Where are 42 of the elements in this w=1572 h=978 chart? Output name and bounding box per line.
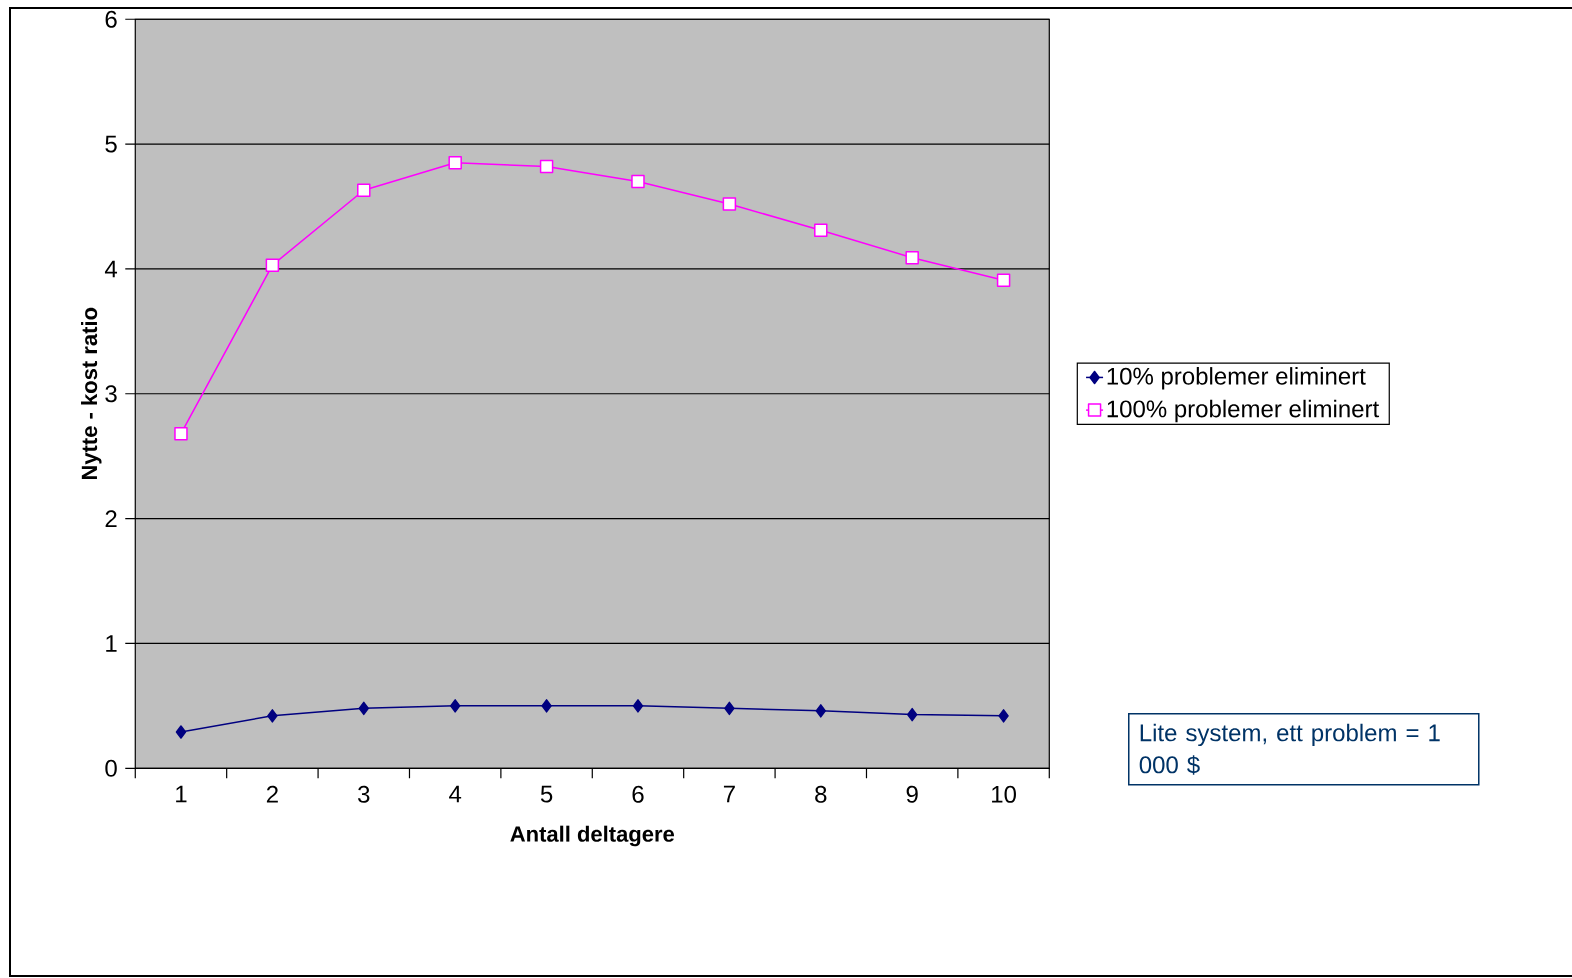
y-tick-label: 1 [106, 635, 117, 652]
y-tick-label: 5 [105, 135, 117, 153]
point [724, 701, 735, 716]
x-tick-label: 9 [906, 785, 918, 803]
x-tick-label: 3 [358, 785, 370, 803]
legend-label: 100% problemer eliminert [1107, 399, 1380, 423]
x-tick-label: 6 [632, 785, 644, 803]
y-tick-label: 0 [105, 759, 117, 777]
point [267, 709, 278, 723]
x-tick-label: 10 [992, 785, 1016, 803]
y-tick-label: 2 [105, 510, 117, 527]
y-tick-label: 6 [105, 10, 117, 28]
point [541, 699, 552, 713]
y-axis-title: Nytte - kost ratio [81, 307, 102, 480]
point [449, 699, 461, 713]
y-tick-label: 3 [105, 385, 117, 403]
point [722, 197, 737, 211]
y-tick-label: 4 [104, 260, 118, 278]
x-axis-title: Antall deltagere [510, 825, 675, 847]
point [174, 426, 188, 441]
x-tick-label: 5 [540, 785, 553, 803]
point [539, 159, 554, 174]
point [358, 701, 370, 716]
x-tick-label: 2 [266, 785, 278, 803]
x-tick-label: 7 [723, 785, 735, 803]
x-tick-label: 4 [449, 785, 462, 803]
point [815, 704, 827, 718]
x-tick-label: 1 [176, 785, 187, 803]
point [906, 707, 918, 722]
point [631, 174, 645, 189]
point [996, 273, 1011, 287]
point [998, 709, 1009, 723]
point [357, 183, 371, 198]
point [814, 223, 828, 237]
point [265, 258, 280, 272]
point [632, 699, 644, 713]
point [905, 250, 919, 265]
point [175, 725, 187, 739]
text: Lite system, ett problem = 1 000 $ [1139, 723, 1440, 775]
x-tick-label: 8 [815, 785, 827, 803]
legend-label: 10% problemer eliminert [1107, 367, 1366, 390]
point [448, 156, 462, 170]
